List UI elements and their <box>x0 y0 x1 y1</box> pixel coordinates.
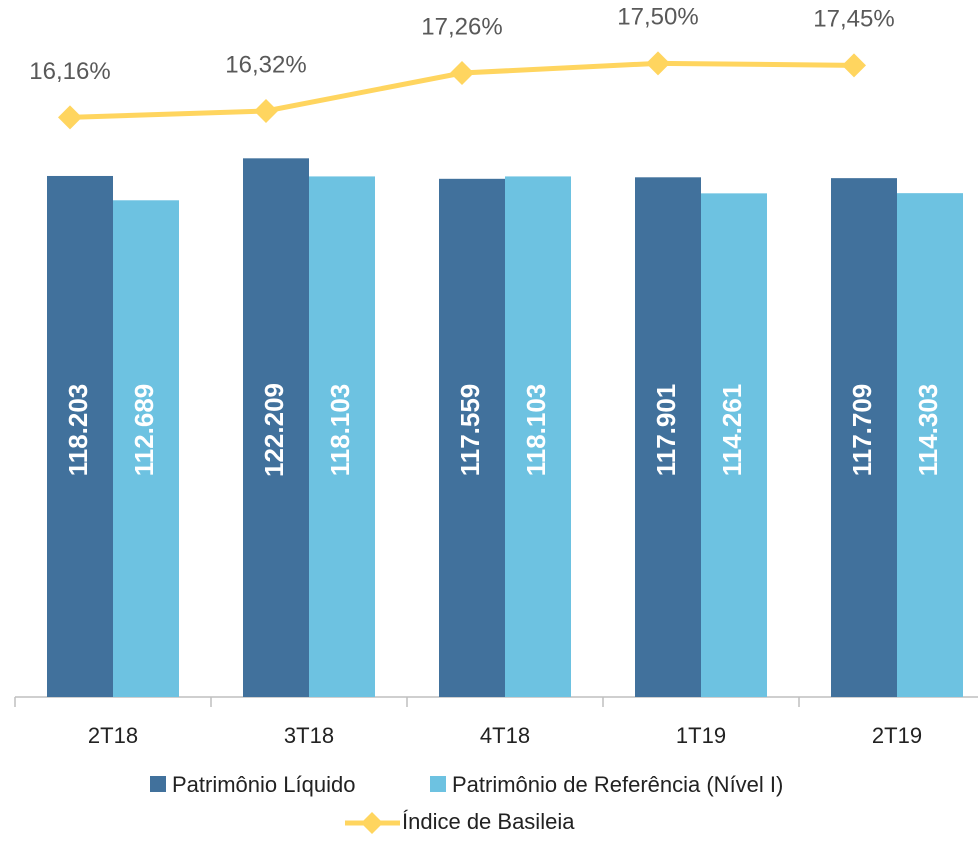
bar-value-label: 118.103 <box>325 384 355 477</box>
line-value-label: 17,26% <box>421 13 502 40</box>
bar <box>439 178 505 697</box>
bar-value-label: 117.559 <box>455 384 485 477</box>
x-tick-label: 4T18 <box>480 723 530 748</box>
bar-value-label: 122.209 <box>259 383 289 477</box>
legend-label: Índice de Basileia <box>402 809 575 834</box>
bar <box>309 176 375 697</box>
bar-value-label: 112.689 <box>129 384 159 477</box>
legend-label: Patrimônio Líquido <box>172 772 355 797</box>
line-marker <box>254 98 278 123</box>
line-marker <box>842 53 866 78</box>
line-value-label: 17,50% <box>617 4 698 31</box>
legend-marker <box>361 812 383 834</box>
bar <box>113 200 179 697</box>
bar-value-label: 114.303 <box>913 384 943 477</box>
line-marker <box>646 51 670 76</box>
x-tick-label: 2T19 <box>872 723 922 748</box>
bar <box>831 178 897 697</box>
x-tick-label: 3T18 <box>284 723 334 748</box>
bar <box>47 175 113 697</box>
bar <box>243 158 309 697</box>
x-tick-label: 1T19 <box>676 723 726 748</box>
x-tick-label: 2T18 <box>88 723 138 748</box>
line-value-label: 17,45% <box>813 6 894 33</box>
line-marker <box>450 61 474 86</box>
bar <box>635 177 701 697</box>
legend-label: Patrimônio de Referência (Nível I) <box>452 772 783 797</box>
bar <box>701 193 767 697</box>
bar <box>505 176 571 697</box>
bar-value-label: 114.261 <box>717 384 747 477</box>
line-value-label: 16,16% <box>29 58 110 85</box>
legend-swatch <box>150 776 166 792</box>
bar-value-label: 118.203 <box>63 384 93 477</box>
bar-value-label: 117.709 <box>847 384 877 477</box>
bar-value-label: 117.901 <box>651 384 681 477</box>
legend-swatch <box>430 776 446 792</box>
bar-value-label: 118.103 <box>521 384 551 477</box>
bar <box>897 193 963 697</box>
line-marker <box>58 105 82 130</box>
line-value-label: 16,32% <box>225 51 306 78</box>
